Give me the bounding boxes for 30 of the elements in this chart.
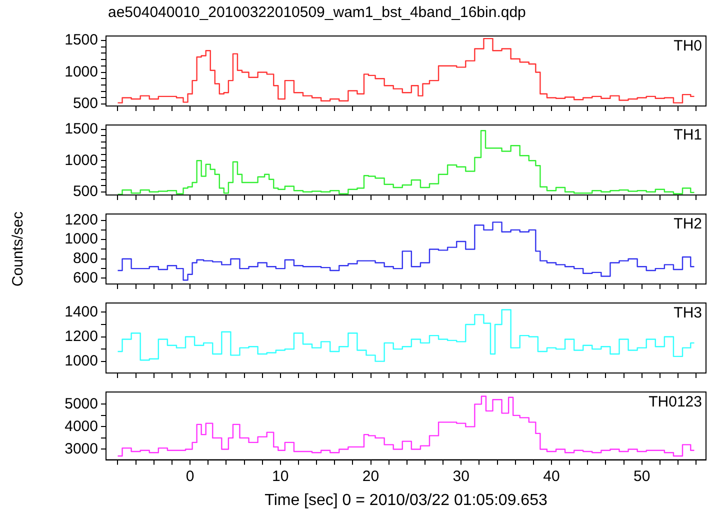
x-tick-label: 30 <box>452 468 470 485</box>
y-tick-label: 1200 <box>64 328 98 345</box>
y-tick-label: 1200 <box>64 211 98 228</box>
y-tick-label: 500 <box>72 183 98 200</box>
x-tick-label: 0 <box>186 468 194 485</box>
y-tick-label: 4000 <box>64 418 98 435</box>
y-tick-label: 1500 <box>64 32 98 49</box>
y-tick-label: 1000 <box>64 152 98 169</box>
series-label: TH2 <box>674 216 702 233</box>
y-tick-label: 5000 <box>64 395 98 412</box>
y-tick-label: 500 <box>72 95 98 112</box>
y-tick-label: 1400 <box>64 303 98 320</box>
y-tick-label: 1000 <box>64 230 98 248</box>
x-tick-label: 50 <box>634 468 650 485</box>
x-axis-title: Time [sec] 0 = 2010/03/22 01:05:09.653 <box>264 492 548 509</box>
x-tick-label: 40 <box>543 468 560 485</box>
x-tick-label: 10 <box>272 468 289 485</box>
y-tick-label: 600 <box>72 269 98 286</box>
y-tick-label: 1000 <box>64 352 98 370</box>
y-tick-label: 800 <box>72 250 98 268</box>
y-tick-label: 3000 <box>64 440 98 458</box>
text: TH0123 <box>648 394 702 411</box>
text: TH1 <box>674 126 702 144</box>
series-label: TH3 <box>674 304 702 322</box>
x-tick-label: 20 <box>362 468 380 485</box>
text: TH0 <box>674 38 702 55</box>
y-axis-title: Counts/sec <box>10 211 26 287</box>
y-tick-label: 1000 <box>64 63 98 80</box>
y-tick-label: 1500 <box>64 120 98 138</box>
chart-title: ae504040010_20100322010509_wam1_bst_4band_16bin.qdp <box>107 3 527 23</box>
